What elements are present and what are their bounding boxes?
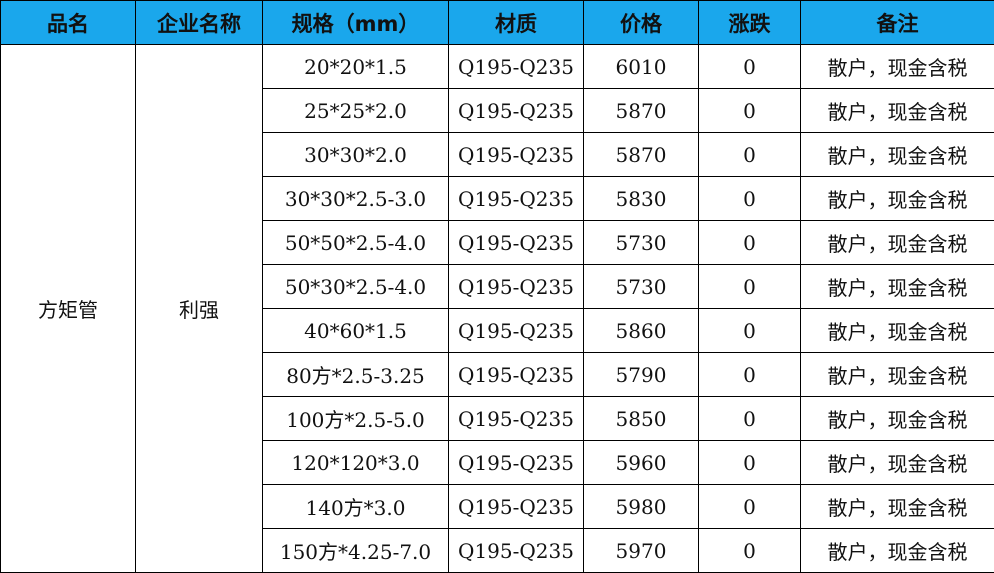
price-cell: 5730: [583, 264, 699, 309]
company-cell: 利强: [135, 44, 263, 573]
spec-cell: 25*25*2.0: [262, 88, 449, 133]
spec-cell: 120*120*3.0: [262, 440, 449, 485]
material-cell: Q195-Q235: [448, 308, 584, 353]
header-price: 价格: [583, 0, 699, 45]
price-cell: 5980: [583, 484, 699, 529]
product-cell: 方矩管: [0, 44, 136, 573]
header-product: 品名: [0, 0, 136, 45]
table-row: 方矩管 利强 20*20*1.5 Q195-Q235 6010 0 散户，现金含税: [0, 44, 994, 573]
change-cell: 0: [698, 352, 801, 397]
price-cell: 5870: [583, 88, 699, 133]
change-cell: 0: [698, 308, 801, 353]
change-cell: 0: [698, 88, 801, 133]
spec-cell: 150方*4.25-7.0: [262, 528, 449, 573]
note-cell: 散户，现金含税: [800, 176, 994, 221]
note-cell: 散户，现金含税: [800, 528, 994, 573]
table-row: 100方*2.5-5.0 Q195-Q235 5850 0 散户，现金含税: [1, 396, 994, 441]
table-row: 30*30*2.0 Q195-Q235 5870 0 散户，现金含税: [1, 132, 994, 177]
spec-cell: 40*60*1.5: [262, 308, 449, 353]
note-cell: 散户，现金含税: [800, 220, 994, 265]
price-cell: 6010: [583, 44, 699, 89]
change-cell: 0: [698, 484, 801, 529]
material-cell: Q195-Q235: [448, 132, 584, 177]
table-row: 140方*3.0 Q195-Q235 5980 0 散户，现金含税: [1, 484, 994, 529]
price-cell: 5850: [583, 396, 699, 441]
change-cell: 0: [698, 440, 801, 485]
price-cell: 5730: [583, 220, 699, 265]
header-material: 材质: [448, 0, 584, 45]
change-cell: 0: [698, 176, 801, 221]
material-cell: Q195-Q235: [448, 440, 584, 485]
note-cell: 散户，现金含税: [800, 396, 994, 441]
spec-cell: 100方*2.5-5.0: [262, 396, 449, 441]
price-cell: 5860: [583, 308, 699, 353]
spec-cell: 140方*3.0: [262, 484, 449, 529]
material-cell: Q195-Q235: [448, 176, 584, 221]
change-cell: 0: [698, 264, 801, 309]
material-cell: Q195-Q235: [448, 396, 584, 441]
table-row: 80方*2.5-3.25 Q195-Q235 5790 0 散户，现金含税: [1, 352, 994, 397]
price-cell: 5790: [583, 352, 699, 397]
header-change: 涨跌: [698, 0, 801, 45]
price-cell: 5830: [583, 176, 699, 221]
material-cell: Q195-Q235: [448, 220, 584, 265]
spec-cell: 80方*2.5-3.25: [262, 352, 449, 397]
material-cell: Q195-Q235: [448, 484, 584, 529]
spec-cell: 30*30*2.0: [262, 132, 449, 177]
note-cell: 散户，现金含税: [800, 88, 994, 133]
note-cell: 散户，现金含税: [800, 484, 994, 529]
price-cell: 5970: [583, 528, 699, 573]
change-cell: 0: [698, 220, 801, 265]
note-cell: 散户，现金含税: [800, 264, 994, 309]
material-cell: Q195-Q235: [448, 352, 584, 397]
table-row: 50*50*2.5-4.0 Q195-Q235 5730 0 散户，现金含税: [1, 220, 994, 265]
spec-cell: 50*50*2.5-4.0: [262, 220, 449, 265]
table-row: 120*120*3.0 Q195-Q235 5960 0 散户，现金含税: [1, 440, 994, 485]
material-cell: Q195-Q235: [448, 88, 584, 133]
spec-cell: 30*30*2.5-3.0: [262, 176, 449, 221]
change-cell: 0: [698, 528, 801, 573]
table-row: 30*30*2.5-3.0 Q195-Q235 5830 0 散户，现金含税: [1, 176, 994, 221]
spec-cell: 50*30*2.5-4.0: [262, 264, 449, 309]
note-cell: 散户，现金含税: [800, 440, 994, 485]
note-cell: 散户，现金含税: [800, 308, 994, 353]
header-note: 备注: [800, 0, 994, 45]
material-cell: Q195-Q235: [448, 528, 584, 573]
note-cell: 散户，现金含税: [800, 44, 994, 89]
change-cell: 0: [698, 132, 801, 177]
header-spec: 规格（mm）: [262, 0, 449, 45]
change-cell: 0: [698, 396, 801, 441]
header-row: 品名 企业名称 规格（mm） 材质 价格 涨跌 备注: [0, 0, 994, 45]
spec-cell: 20*20*1.5: [262, 44, 449, 89]
table-row: 150方*4.25-7.0 Q195-Q235 5970 0 散户，现金含税: [1, 528, 994, 573]
note-cell: 散户，现金含税: [800, 132, 994, 177]
price-cell: 5870: [583, 132, 699, 177]
material-cell: Q195-Q235: [448, 44, 584, 89]
header-company: 企业名称: [135, 0, 263, 45]
material-cell: Q195-Q235: [448, 264, 584, 309]
change-cell: 0: [698, 44, 801, 89]
price-cell: 5960: [583, 440, 699, 485]
note-cell: 散户，现金含税: [800, 352, 994, 397]
